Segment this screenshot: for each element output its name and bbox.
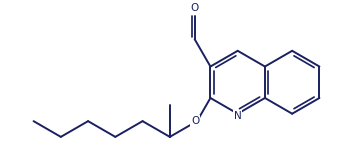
Text: N: N: [234, 111, 241, 121]
Text: O: O: [191, 3, 199, 13]
Text: O: O: [191, 116, 199, 126]
